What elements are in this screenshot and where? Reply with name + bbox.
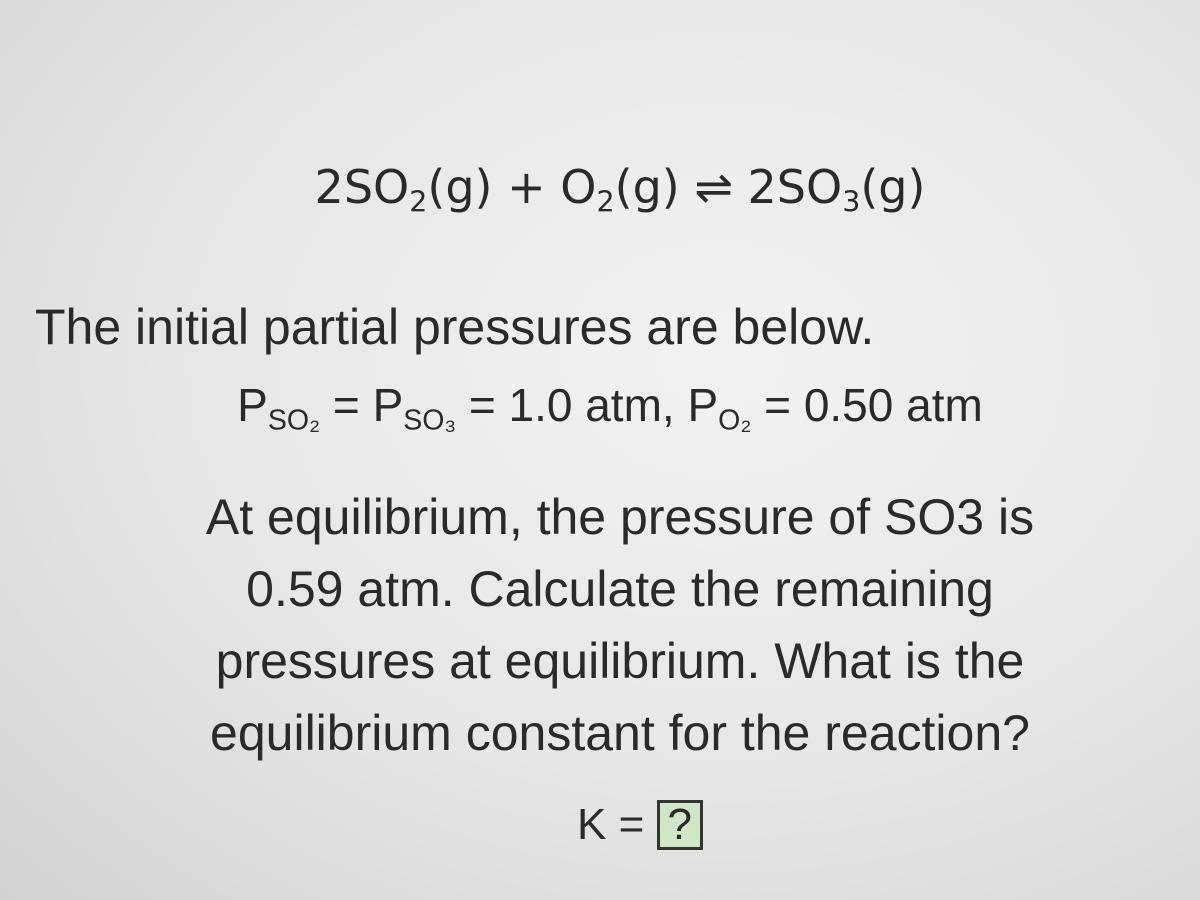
text-segment: (g) ⇌ 2SO [614, 160, 843, 214]
question-line: 0.59 atm. Calculate the remaining [246, 561, 994, 617]
text-segment: 2SO [314, 160, 410, 214]
text-segment: (g) [860, 160, 926, 214]
text-segment: = P [320, 379, 404, 431]
subscript: 2 [409, 185, 428, 219]
subscript: SO₂ [267, 404, 321, 437]
subscript: 2 [596, 185, 615, 219]
subscript: O₂ [718, 404, 752, 437]
answer: K = ? [40, 800, 1200, 850]
text-segment: P [237, 379, 268, 431]
subscript: SO₃ [403, 404, 457, 437]
answer-blank[interactable]: ? [656, 800, 703, 850]
question-line: At equilibrium, the pressure of SO3 is [205, 489, 1035, 545]
equation: 2SO2(g) + O2(g) ⇌ 2SO3(g) [20, 160, 1200, 219]
subscript: 3 [842, 185, 861, 219]
question-line: equilibrium constant for the reaction? [210, 705, 1030, 761]
text-segment: = 1.0 atm, P [456, 379, 719, 431]
question-line: pressures at equilibrium. What is the [215, 633, 1025, 689]
text-segment: (g) + O [427, 160, 597, 214]
pressures: PSO₂ = PSO₃ = 1.0 atm, PO₂ = 0.50 atm [10, 378, 1200, 438]
answer-label: K = [577, 800, 645, 849]
text-segment: = 0.50 atm [751, 379, 983, 431]
intro: The initial partial pressures are below. [35, 299, 875, 355]
